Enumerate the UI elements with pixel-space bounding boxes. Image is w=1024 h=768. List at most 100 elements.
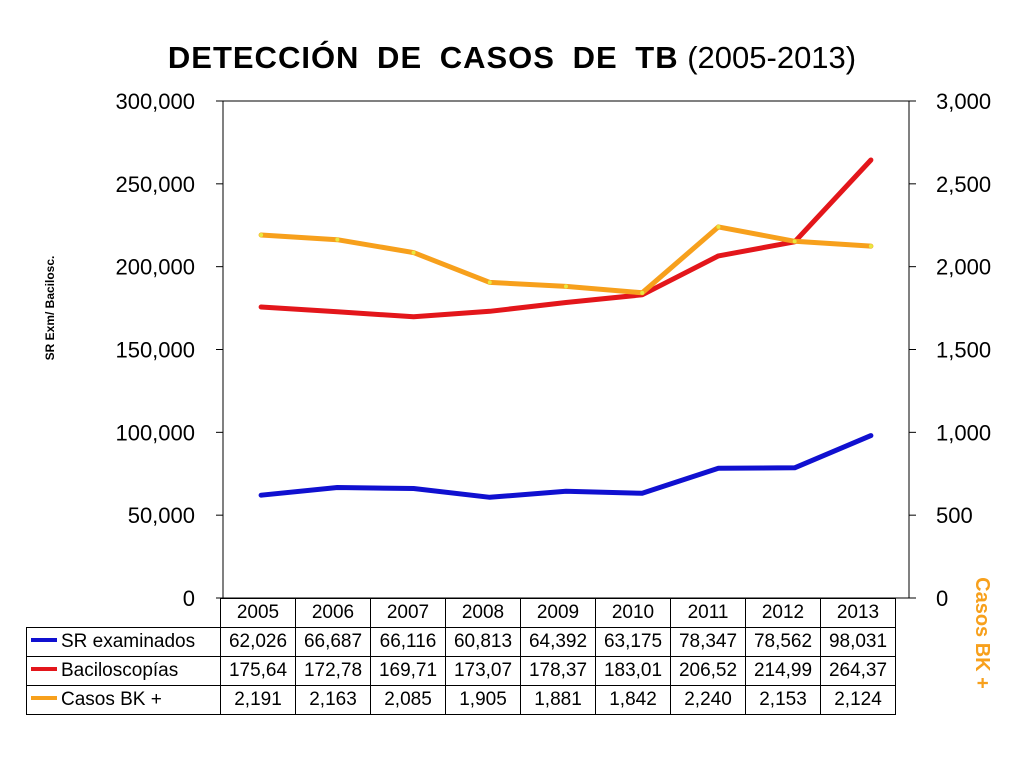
data-point <box>335 309 340 314</box>
data-point <box>259 305 264 310</box>
data-point <box>868 433 873 438</box>
data-point <box>411 486 416 491</box>
y-axis-label: SR Exm/ Bacilosc. <box>43 256 57 361</box>
table-row: SR examinados 62,026 66,687 66,116 60,813 64,… <box>26 627 896 657</box>
data-label: 2,240 <box>670 685 746 715</box>
y2-tick-label: 1,000 <box>936 420 991 445</box>
data-label: 172,78 <box>295 656 371 686</box>
data-point <box>335 485 340 490</box>
chart-title-main: DETECCIÓN DE CASOS DE TB <box>167 40 679 75</box>
legend-label: SR examinados <box>61 631 196 652</box>
data-label: 1,881 <box>520 685 596 715</box>
axis-ticks: 0 50,000 100,000 150,000 200,000 250,000 300,0… <box>115 89 991 611</box>
data-label: 60,813 <box>445 627 521 657</box>
y-tick-label: 300,000 <box>115 89 195 114</box>
y2-tick-label: 0 <box>936 586 948 611</box>
series-line-sr-examinados <box>258 433 874 500</box>
legend-swatch <box>31 695 57 700</box>
data-label: 2,163 <box>295 685 371 715</box>
data-label: 2,124 <box>820 685 896 715</box>
chart-title-years: (2005-2013) <box>687 40 857 75</box>
y2-tick-label: 500 <box>936 503 973 528</box>
data-point <box>792 239 797 244</box>
y2-tick-label: 2,000 <box>936 255 991 280</box>
legend-label: Casos BK + <box>61 689 162 710</box>
table-row: Casos BK + 2,191 2,163 2,085 1,905 1,881 1,842… <box>26 685 896 715</box>
data-point <box>640 290 645 295</box>
y2-tick-label: 1,500 <box>936 338 991 363</box>
data-label: 1,842 <box>595 685 671 715</box>
y2-tick-label: 3,000 <box>936 89 991 114</box>
data-label: 1,905 <box>445 685 521 715</box>
data-label: 169,71 <box>370 656 446 686</box>
data-label: 98,031 <box>820 627 896 657</box>
data-point <box>564 284 568 289</box>
chart-title: DETECCIÓN DE CASOS DE TB (2005-2013) <box>0 40 1024 76</box>
data-point <box>868 158 873 163</box>
data-point <box>564 300 568 305</box>
data-label: 178,37 <box>520 656 596 686</box>
data-point <box>564 489 568 494</box>
x-tick-label: 2007 <box>370 598 446 628</box>
series-lines <box>258 157 874 500</box>
data-point <box>487 495 492 500</box>
data-label: 64,392 <box>520 627 596 657</box>
table-row: Baciloscopías 175,64 172,78 169,71 173,07 178… <box>26 656 896 686</box>
data-point <box>792 465 797 470</box>
data-table: 2005 2006 2007 2008 2009 2010 2011 2012 2013 SR … <box>26 598 896 715</box>
x-tick-label: 2009 <box>520 598 596 628</box>
y-tick-label: 150,000 <box>115 338 195 363</box>
y-tick-label: 200,000 <box>115 255 195 280</box>
data-label: 175,64 <box>220 656 296 686</box>
x-tick-label: 2006 <box>295 598 371 628</box>
data-point <box>411 250 416 255</box>
data-label: 78,347 <box>670 627 746 657</box>
data-point <box>259 233 264 238</box>
legend-entry: SR examinados <box>26 627 221 657</box>
x-tick-label: 2010 <box>595 598 671 628</box>
table-corner <box>26 598 221 628</box>
legend-swatch <box>31 666 57 671</box>
y-tick-label: 100,000 <box>115 420 195 445</box>
x-tick-label: 2011 <box>670 598 746 628</box>
series-line-casos-bk <box>258 224 874 296</box>
y-tick-label: 50,000 <box>128 503 195 528</box>
data-point <box>716 224 721 229</box>
data-label: 66,687 <box>295 627 371 657</box>
table-header-row: 2005 2006 2007 2008 2009 2010 2011 2012 2013 <box>26 598 896 628</box>
legend-label: Baciloscopías <box>61 660 179 681</box>
data-point <box>335 237 340 242</box>
y-tick-label: 250,000 <box>115 172 195 197</box>
data-label: 66,116 <box>370 627 446 657</box>
data-label: 2,153 <box>745 685 821 715</box>
data-label: 183,01 <box>595 656 671 686</box>
plot-area <box>222 100 910 599</box>
data-label: 173,07 <box>445 656 521 686</box>
data-label: 206,52 <box>670 656 746 686</box>
data-point <box>411 314 416 319</box>
y2-tick-label: 2,500 <box>936 172 991 197</box>
data-point <box>487 309 492 314</box>
data-label: 63,175 <box>595 627 671 657</box>
x-tick-label: 2008 <box>445 598 521 628</box>
legend-entry: Casos BK + <box>26 685 221 715</box>
legend-swatch <box>31 637 57 642</box>
legend-entry: Baciloscopías <box>26 656 221 686</box>
data-label: 2,191 <box>220 685 296 715</box>
data-point <box>259 493 264 498</box>
data-point <box>716 253 721 258</box>
x-tick-label: 2013 <box>820 598 896 628</box>
data-label: 62,026 <box>220 627 296 657</box>
data-point <box>640 491 645 496</box>
data-point <box>868 244 873 249</box>
y2-axis-label: Casos BK + <box>971 577 993 689</box>
data-point <box>487 280 492 285</box>
data-label: 214,99 <box>745 656 821 686</box>
x-tick-label: 2012 <box>745 598 821 628</box>
data-label: 264,37 <box>820 656 896 686</box>
data-label: 2,085 <box>370 685 446 715</box>
data-label: 78,562 <box>745 627 821 657</box>
data-point <box>716 466 721 471</box>
x-tick-label: 2005 <box>220 598 296 628</box>
